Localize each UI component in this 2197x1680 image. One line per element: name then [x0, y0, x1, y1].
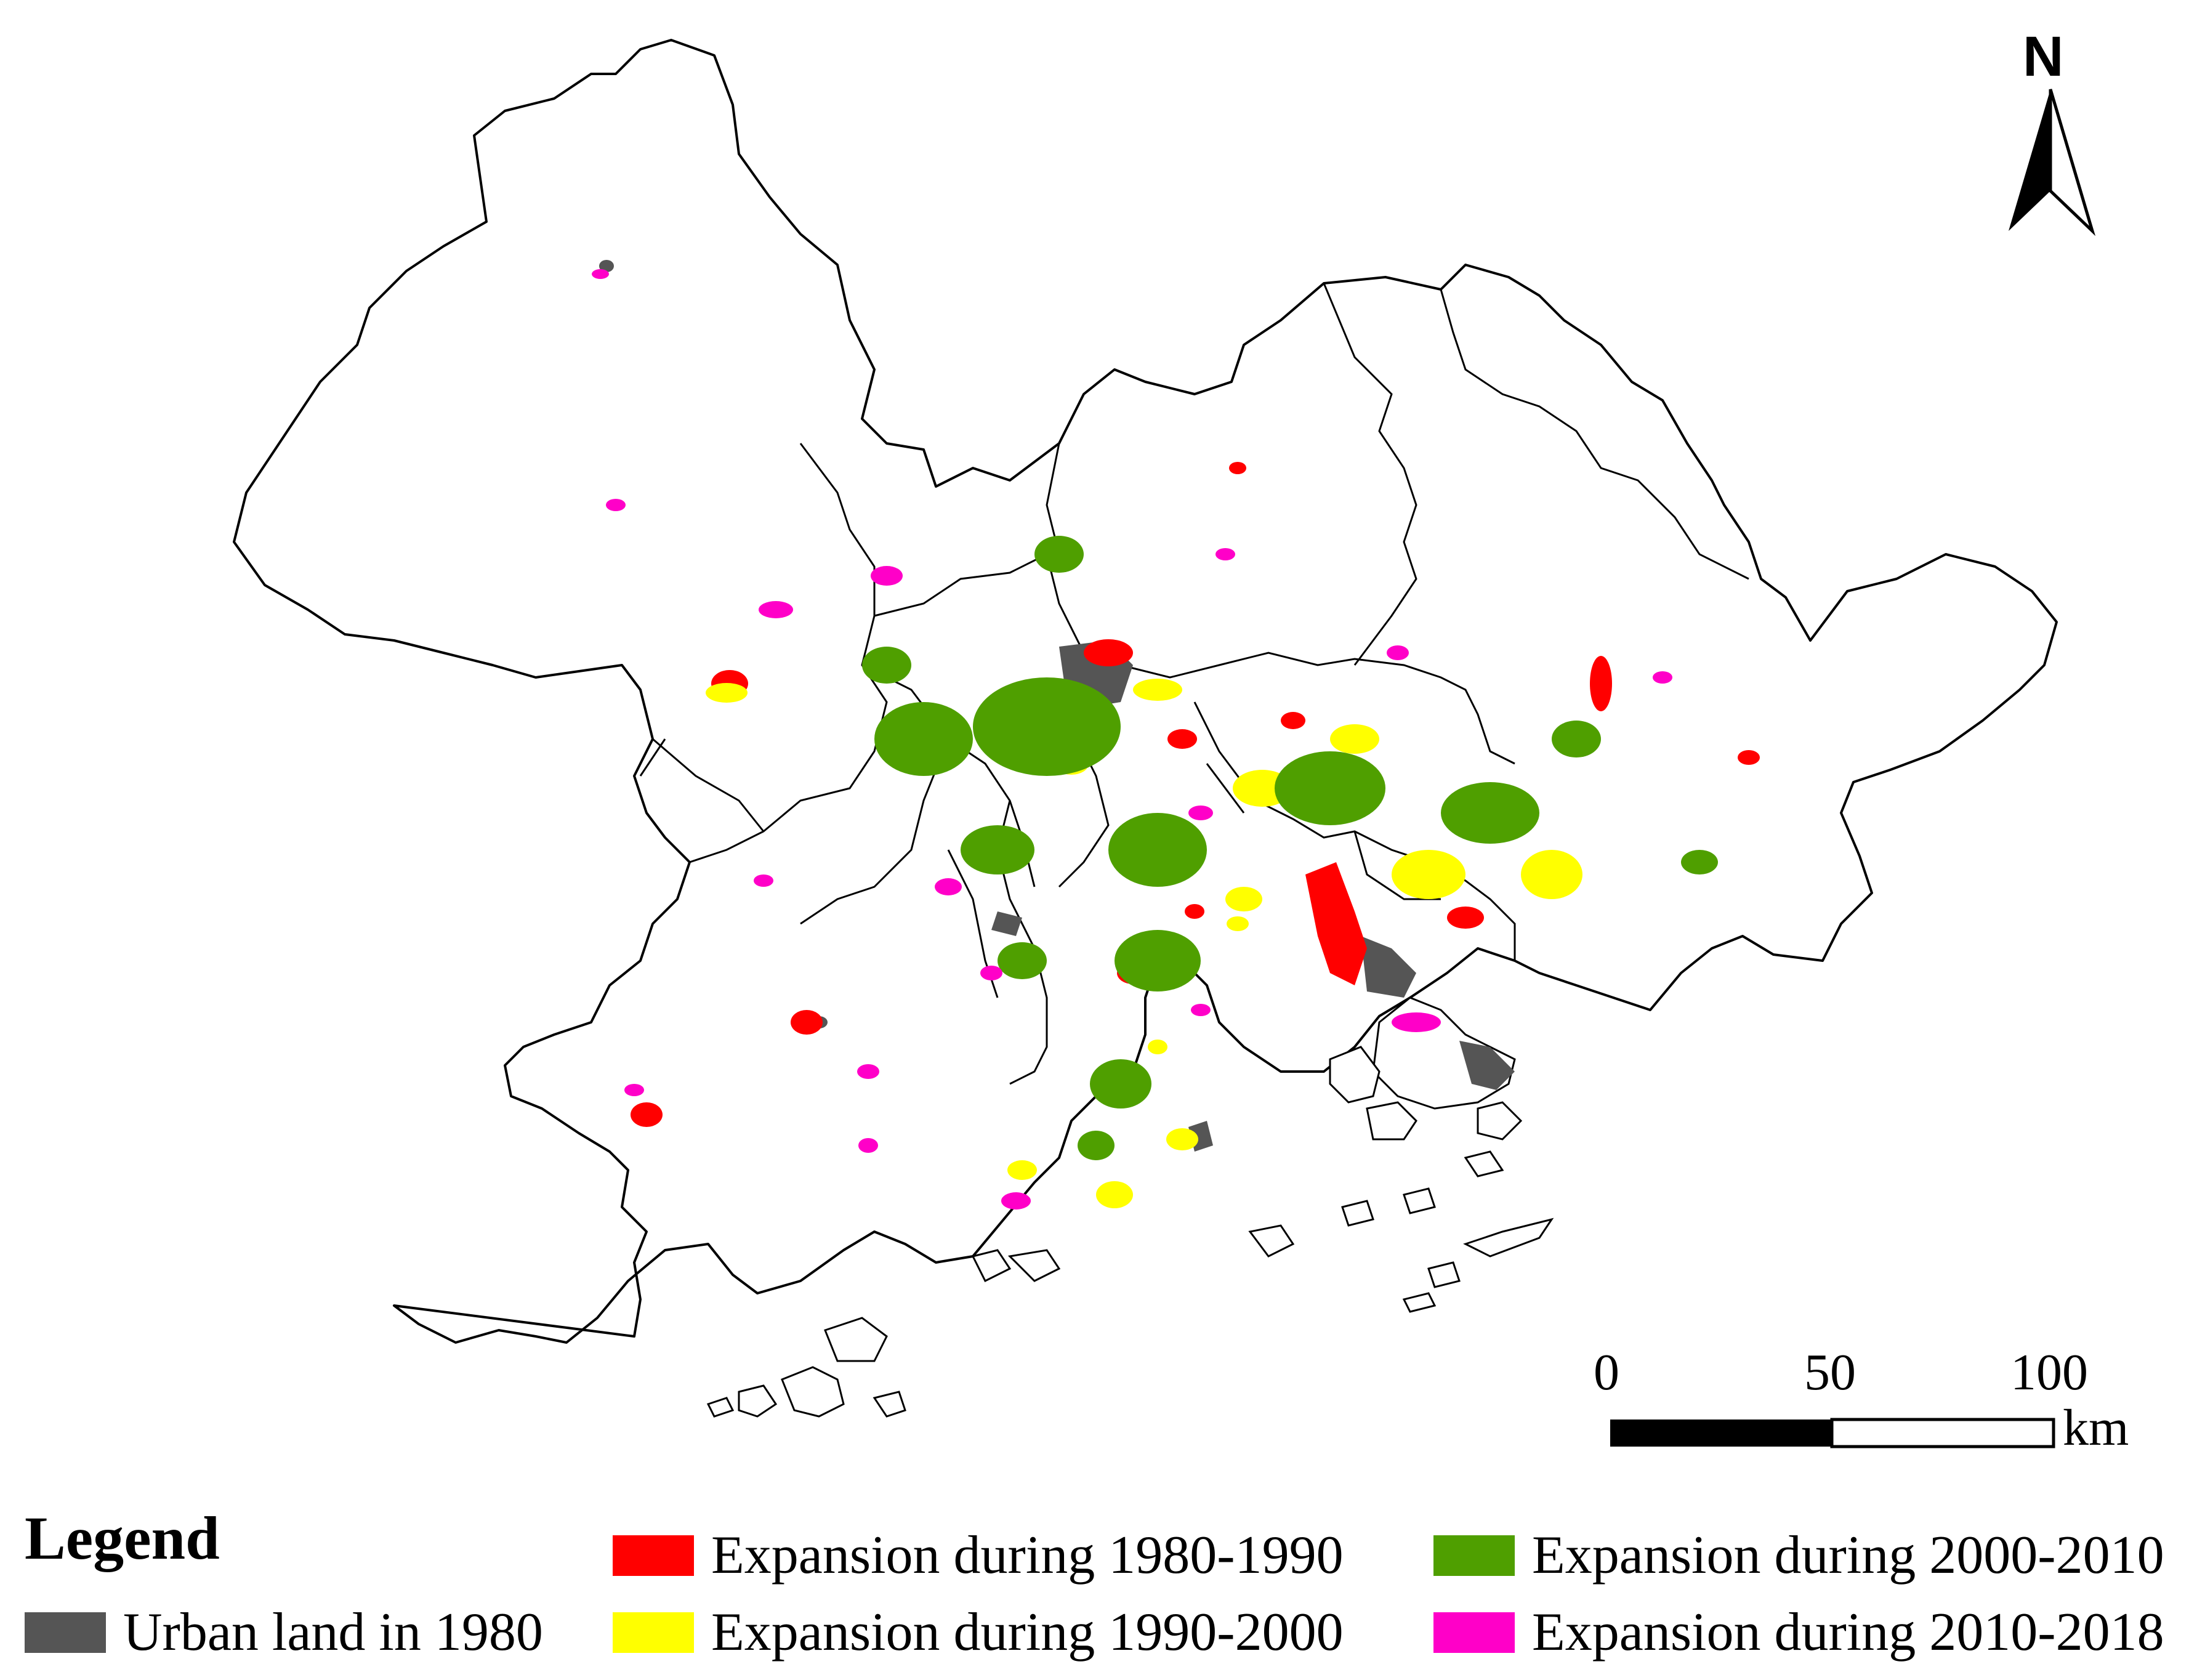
- legend-item-1990-2000: Expansion during 1990-2000: [613, 1601, 1344, 1663]
- legend-item-2010-2018: Expansion during 2010-2018: [1433, 1601, 2164, 1663]
- legend-swatch: [613, 1535, 694, 1576]
- legend-swatch: [1433, 1535, 1515, 1576]
- scale-tick-50: 50: [1804, 1344, 1856, 1401]
- legend-swatch: [25, 1612, 106, 1653]
- legend-label: Expansion during 1990-2000: [711, 1602, 1344, 1662]
- scale-tick-0: 0: [1594, 1344, 1619, 1401]
- scale-unit: km: [2063, 1399, 2129, 1456]
- scale-bar: [1610, 1418, 2055, 1448]
- scale-tick-100: 100: [2010, 1344, 2088, 1401]
- legend-swatch: [1433, 1612, 1515, 1653]
- expansion-2010-2018-patches: [592, 269, 1672, 1210]
- legend-item-urban-1980: Urban land in 1980: [25, 1601, 543, 1663]
- legend-item-1980-1990: Expansion during 1980-1990: [613, 1524, 1344, 1586]
- legend-swatch: [613, 1612, 694, 1653]
- north-label: N: [2023, 25, 2064, 88]
- legend-label: Expansion during 2000-2010: [1532, 1525, 2164, 1585]
- legend-title: Legend: [25, 1504, 220, 1572]
- islands: [706, 996, 1554, 1418]
- legend-item-2000-2010: Expansion during 2000-2010: [1433, 1524, 2164, 1586]
- legend-label: Expansion during 1980-1990: [711, 1525, 1344, 1585]
- legend-label: Expansion during 2010-2018: [1532, 1602, 2164, 1662]
- north-arrow-icon: [2009, 89, 2096, 236]
- legend-label: Urban land in 1980: [123, 1602, 543, 1662]
- expansion-2000-2010-patches: [862, 536, 1718, 1160]
